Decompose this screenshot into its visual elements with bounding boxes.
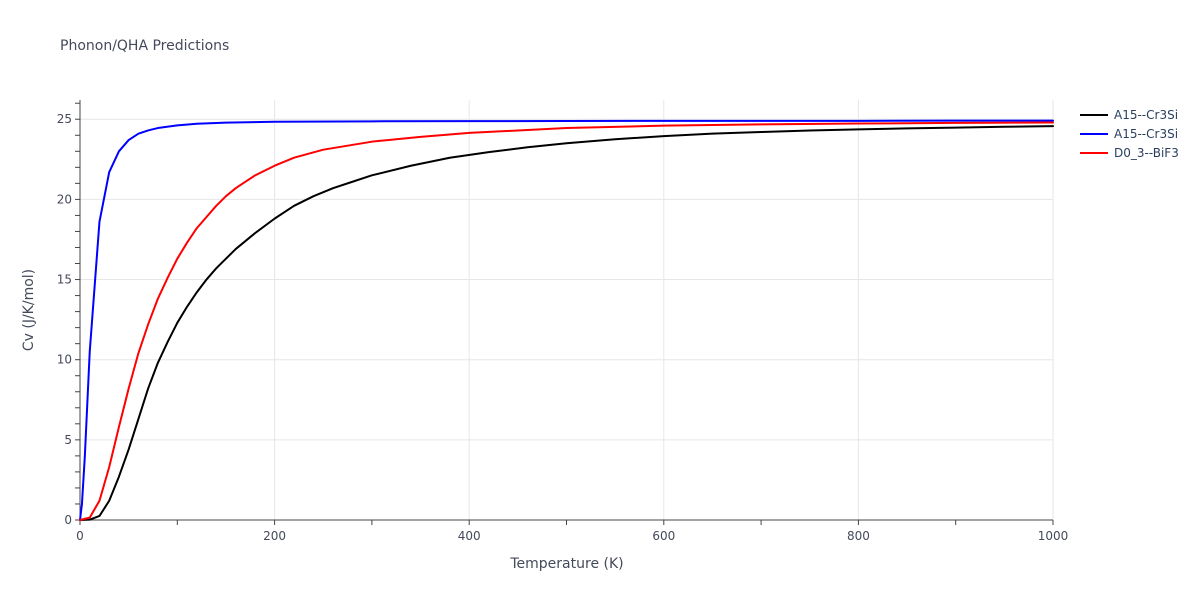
legend-label: A15--Cr3Si <box>1114 108 1178 122</box>
x-tick-label: 1000 <box>1038 529 1069 543</box>
axes <box>75 100 1054 525</box>
y-tick-label: 25 <box>57 112 72 126</box>
y-tick-label: 20 <box>57 192 72 206</box>
tick-labels: 0 200 400 600 800 1000 0 5 10 15 20 25 <box>57 112 1069 543</box>
chart-title: Phonon/QHA Predictions <box>60 38 229 54</box>
legend-label: D0_3--BiF3 <box>1114 146 1179 160</box>
x-tick-label: 200 <box>263 529 286 543</box>
x-tick-label: 0 <box>76 529 84 543</box>
y-tick-label: 10 <box>57 353 72 367</box>
legend-item-3[interactable]: D0_3--BiF3 <box>1080 146 1179 160</box>
x-tick-label: 400 <box>458 529 481 543</box>
y-tick-label: 15 <box>57 273 72 287</box>
series-lines <box>79 119 1054 521</box>
series-line-2 <box>79 119 1054 521</box>
legend-label: A15--Cr3Si <box>1114 127 1178 141</box>
grid <box>80 100 1054 520</box>
y-axis-label: Cv (J/K/mol) <box>21 269 37 351</box>
legend-item-2[interactable]: A15--Cr3Si <box>1080 127 1178 141</box>
series-line-3 <box>79 121 1054 521</box>
y-tick-label: 5 <box>64 433 72 447</box>
x-axis-label: Temperature (K) <box>509 556 623 572</box>
x-tick-label: 800 <box>847 529 870 543</box>
x-tick-label: 600 <box>652 529 675 543</box>
y-tick-label: 0 <box>64 513 72 527</box>
legend[interactable]: A15--Cr3Si A15--Cr3Si D0_3--BiF3 <box>1080 108 1179 160</box>
legend-item-1[interactable]: A15--Cr3Si <box>1080 108 1178 122</box>
series-line-1 <box>79 125 1054 521</box>
